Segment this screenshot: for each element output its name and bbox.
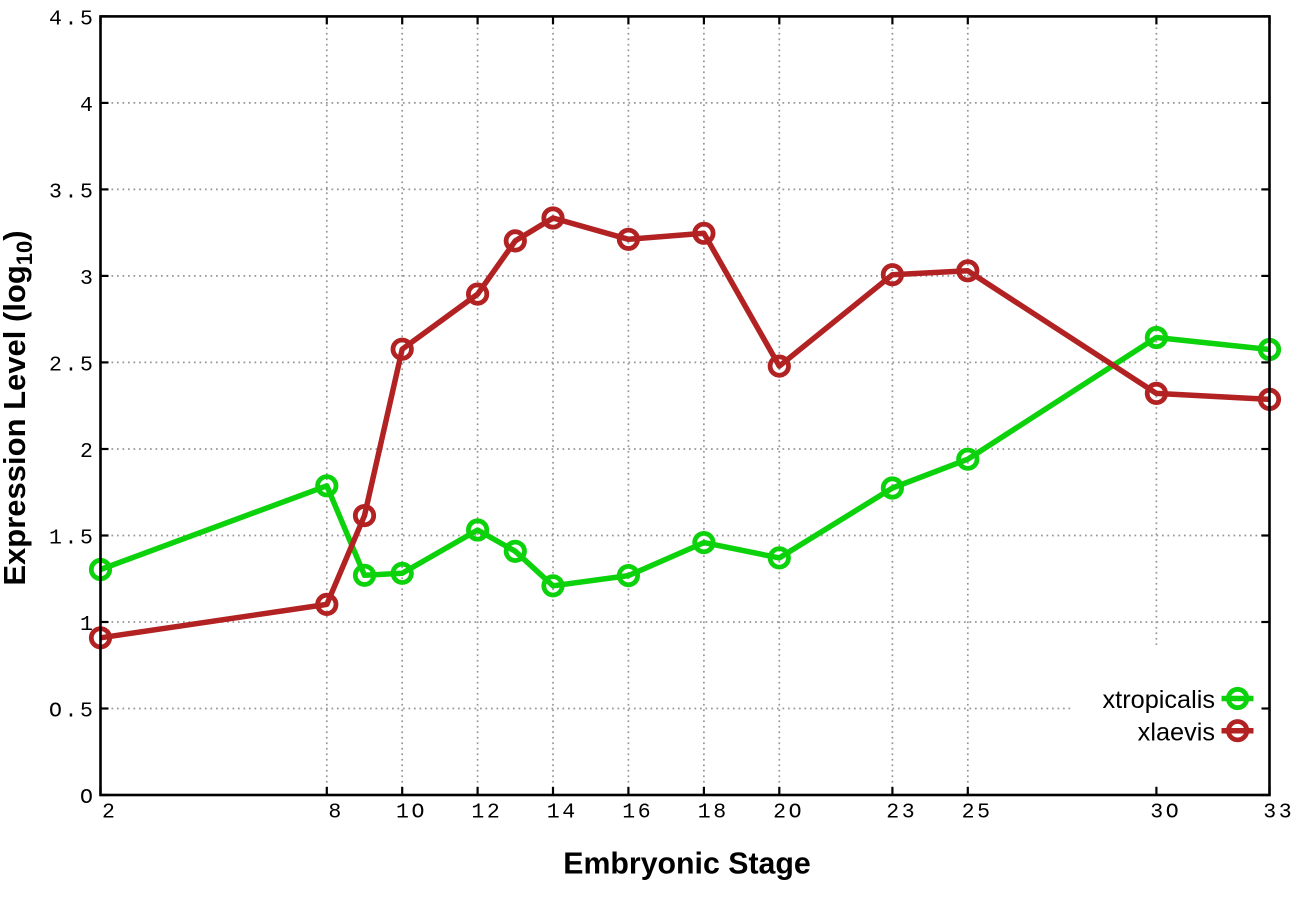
- svg-text:xlaevis: xlaevis: [1138, 719, 1215, 747]
- svg-text:xtropicalis: xtropicalis: [1103, 686, 1215, 714]
- svg-text:2: 2: [102, 801, 118, 825]
- svg-text:33: 33: [1263, 801, 1294, 825]
- svg-text:3: 3: [80, 267, 96, 291]
- svg-text:4: 4: [80, 94, 96, 118]
- svg-text:2: 2: [80, 440, 96, 464]
- svg-text:2.5: 2.5: [49, 353, 96, 377]
- svg-text:3O: 3O: [1150, 801, 1181, 825]
- svg-text:12: 12: [471, 801, 502, 825]
- svg-text:18: 18: [698, 801, 729, 825]
- svg-text:4.5: 4.5: [49, 7, 96, 31]
- svg-text:25: 25: [962, 801, 993, 825]
- svg-text:16: 16: [622, 801, 653, 825]
- svg-text:Expression Level (log10): Expression Level (log10): [0, 230, 37, 585]
- svg-text:1.5: 1.5: [49, 527, 96, 551]
- svg-text:3.5: 3.5: [49, 180, 96, 204]
- svg-text:O.5: O.5: [49, 700, 96, 724]
- svg-text:1O: 1O: [396, 801, 427, 825]
- svg-text:O: O: [80, 786, 96, 810]
- svg-text:14: 14: [547, 801, 578, 825]
- svg-text:8: 8: [328, 801, 344, 825]
- svg-text:1: 1: [80, 613, 96, 637]
- svg-text:2O: 2O: [773, 801, 804, 825]
- svg-text:23: 23: [886, 801, 917, 825]
- svg-text:Embryonic Stage: Embryonic Stage: [563, 848, 811, 881]
